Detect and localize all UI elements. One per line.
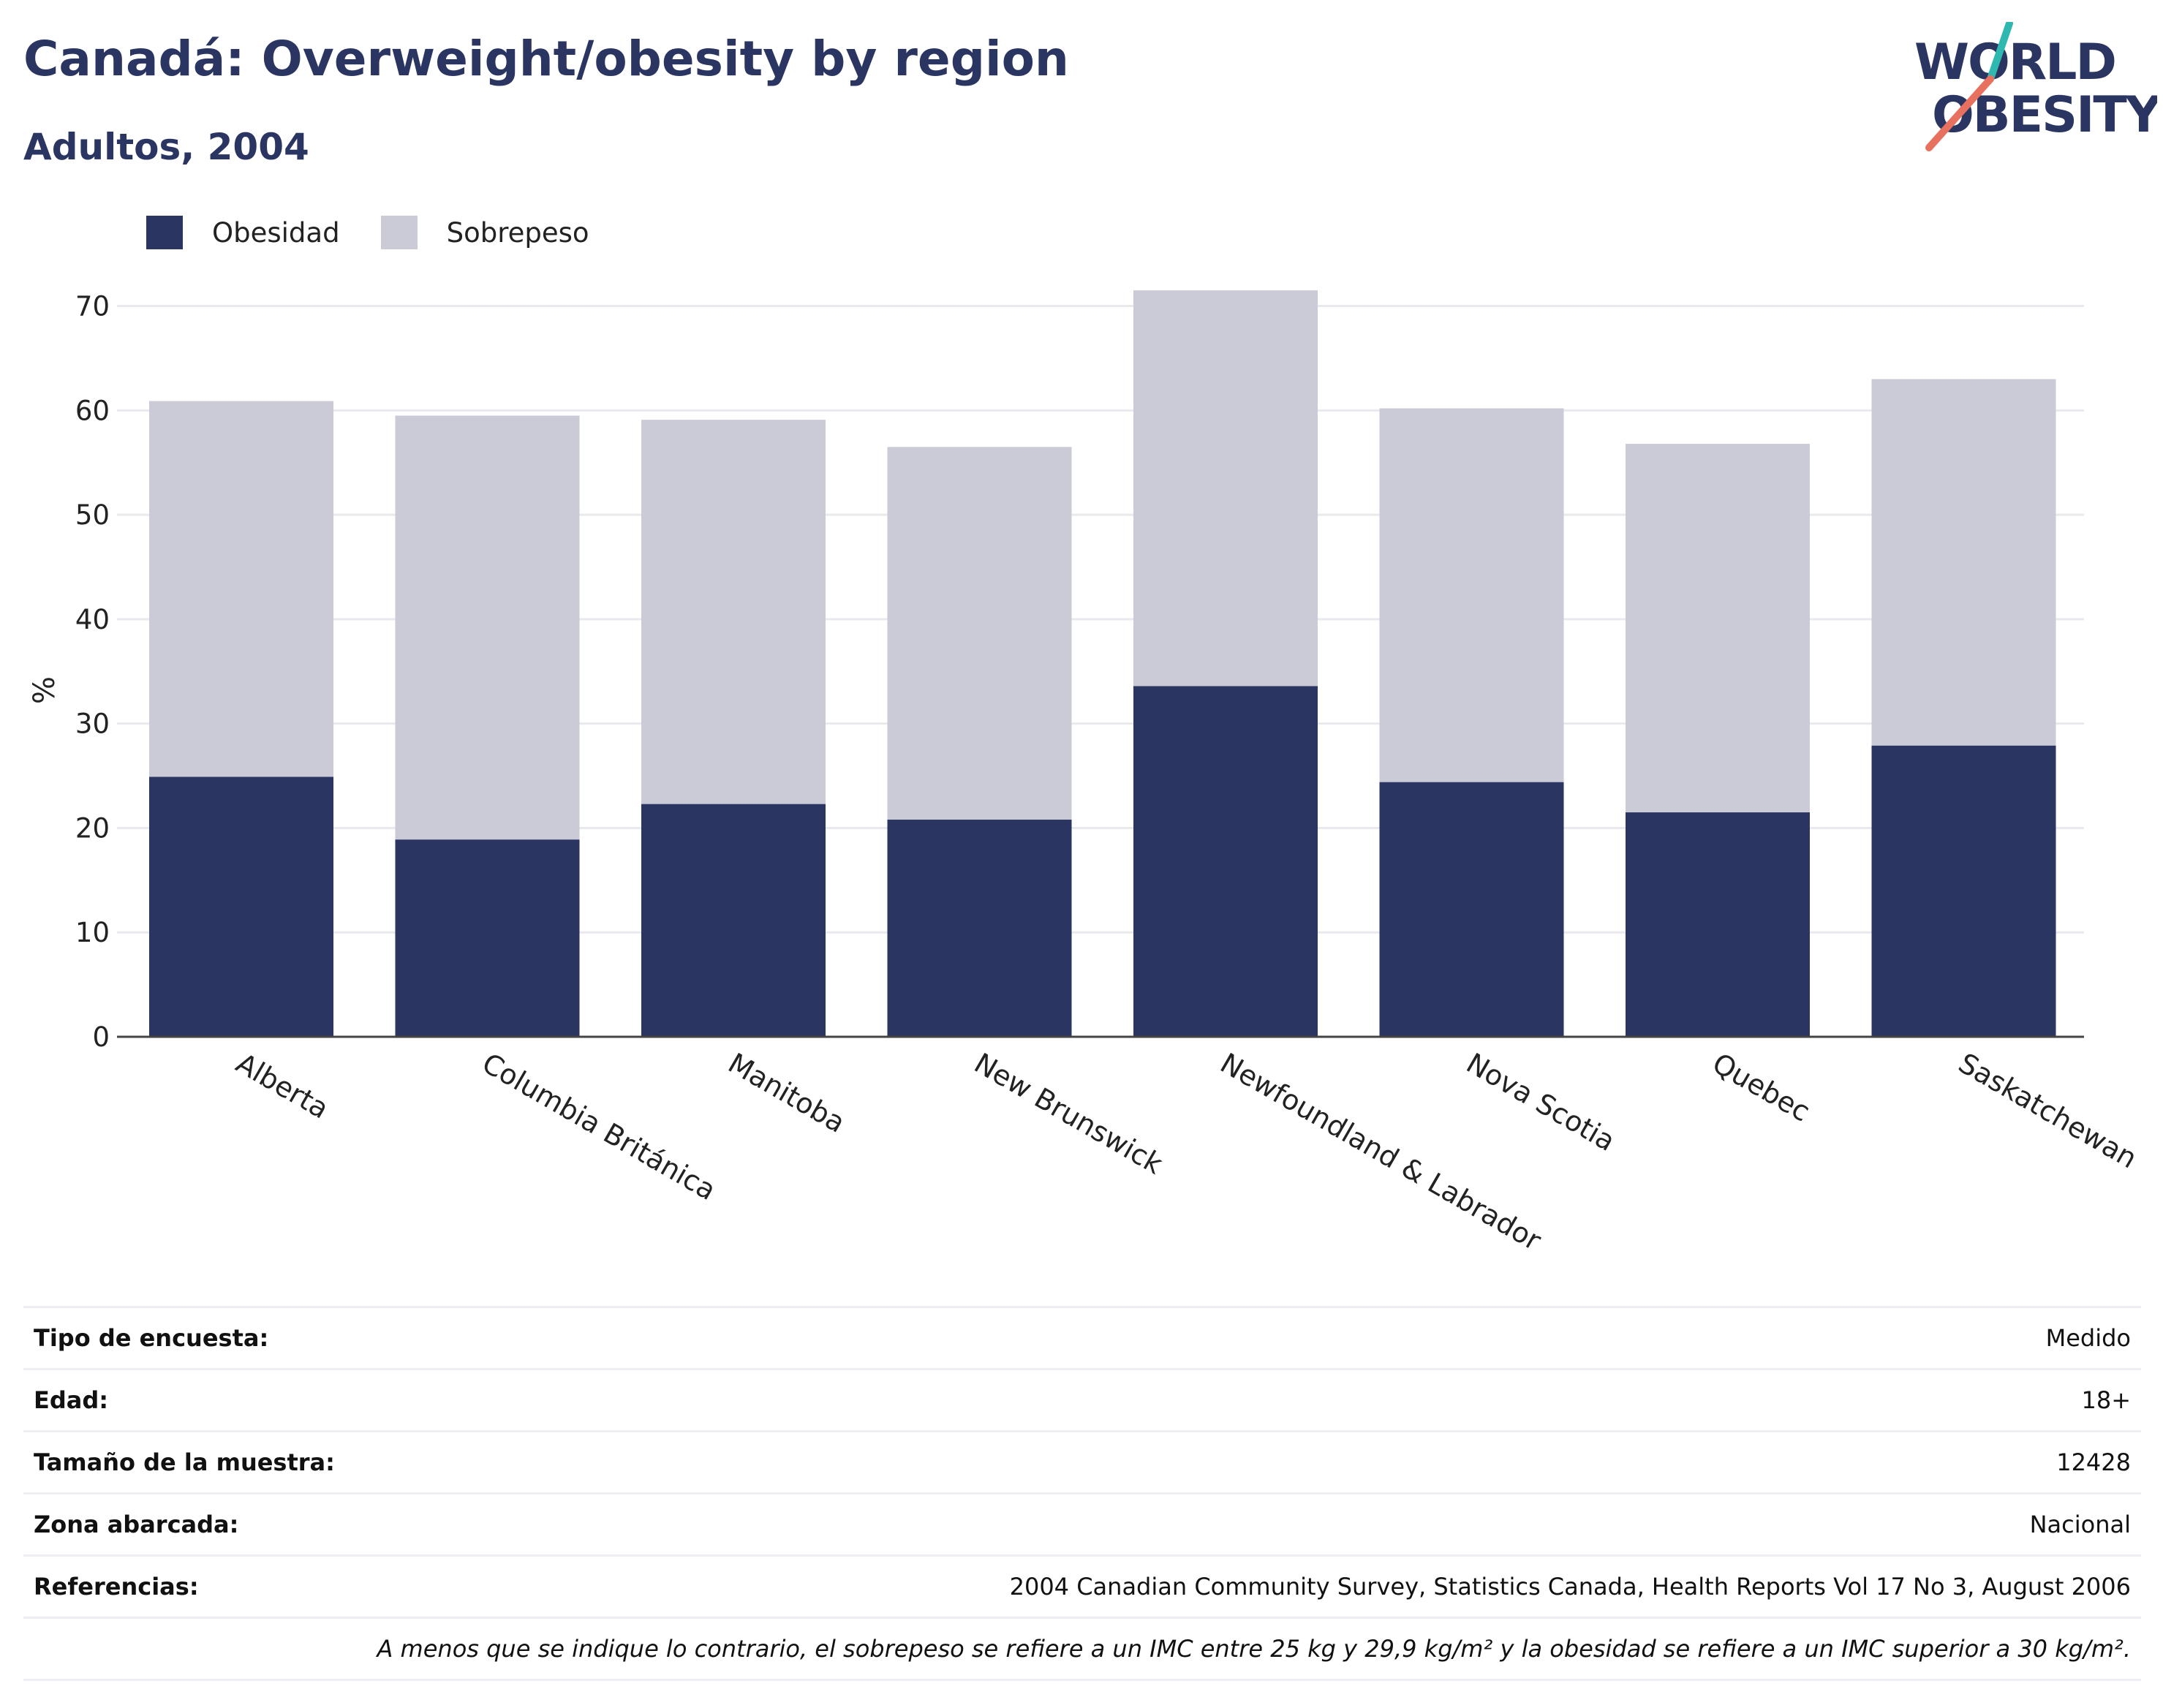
info-label: Referencias: bbox=[34, 1573, 199, 1601]
info-label: Edad: bbox=[34, 1386, 109, 1414]
bar-obesidad bbox=[149, 776, 333, 1037]
bar-obesidad bbox=[641, 804, 826, 1037]
info-label: Zona abarcada: bbox=[34, 1511, 239, 1538]
info-row-references: Referencias: 2004 Canadian Community Sur… bbox=[23, 1554, 2141, 1617]
bar-sobrepeso bbox=[1133, 290, 1318, 687]
y-tick-label: 40 bbox=[75, 604, 110, 635]
bar-sobrepeso bbox=[395, 415, 580, 840]
chart-legend: Obesidad Sobrepeso bbox=[146, 216, 630, 249]
bar-sobrepeso bbox=[1626, 444, 1810, 813]
bar-obesidad bbox=[1871, 745, 2056, 1037]
bar-obesidad bbox=[887, 820, 1072, 1037]
legend-item-sobrepeso[interactable]: Sobrepeso bbox=[380, 216, 589, 249]
info-value: Medido bbox=[2045, 1324, 2131, 1352]
logo-text-world: WORLD bbox=[1914, 34, 2115, 91]
x-tick-label: Alberta bbox=[231, 1047, 334, 1125]
x-tick-label: Manitoba bbox=[723, 1047, 851, 1139]
x-tick-label: Saskatchewan bbox=[1953, 1047, 2143, 1175]
info-row-sample-size: Tamaño de la muestra: 12428 bbox=[23, 1430, 2141, 1492]
info-value: Nacional bbox=[2029, 1511, 2131, 1538]
y-tick-label: 60 bbox=[75, 395, 110, 426]
info-value: 18+ bbox=[2081, 1386, 2131, 1414]
legend-label-obesidad: Obesidad bbox=[212, 216, 340, 249]
legend-swatch-obesidad bbox=[146, 216, 183, 249]
x-tick-label: New Brunswick bbox=[969, 1047, 1168, 1181]
bar-sobrepeso bbox=[641, 420, 826, 804]
info-label: Tamaño de la muestra: bbox=[34, 1448, 335, 1476]
stacked-bar-chart: 0 10 20 30 40 50 60 70% Alberta Columbia Británic… bbox=[28, 290, 2143, 1257]
logo-slash-teal bbox=[1987, 22, 2013, 83]
info-label: Tipo de encuesta: bbox=[34, 1324, 269, 1352]
info-row-note: A menos que se indique lo contrario, el … bbox=[23, 1617, 2141, 1681]
logo-slash-coral bbox=[1925, 75, 1994, 151]
x-tick-label: Quebec bbox=[1707, 1047, 1816, 1128]
bar-obesidad bbox=[395, 839, 580, 1037]
chart-subtitle: Adultos, 2004 bbox=[23, 126, 309, 168]
y-tick-label: 50 bbox=[75, 499, 110, 531]
y-tick-label: 30 bbox=[75, 708, 110, 740]
chart-title: Canadá: Overweight/obesity by region bbox=[23, 31, 1069, 87]
logo-text-obesity: OBESITY bbox=[1932, 86, 2157, 144]
definition-note: A menos que se indique lo contrario, el … bbox=[377, 1635, 2131, 1663]
info-value: 12428 bbox=[2056, 1448, 2131, 1476]
x-tick-label: Columbia Británica bbox=[477, 1047, 721, 1206]
legend-swatch-sobrepeso bbox=[380, 216, 418, 249]
bar-obesidad bbox=[1626, 812, 1810, 1037]
bar-sobrepeso bbox=[887, 447, 1072, 820]
info-row-survey-type: Tipo de encuesta: Medido bbox=[23, 1306, 2141, 1368]
info-row-area: Zona abarcada: Nacional bbox=[23, 1492, 2141, 1554]
y-tick-label: 70 bbox=[75, 291, 110, 322]
survey-info-table: Tipo de encuesta: Medido Edad: 18+ Tamañ… bbox=[23, 1306, 2141, 1681]
x-tick-label: Nova Scotia bbox=[1461, 1047, 1620, 1157]
info-value: 2004 Canadian Community Survey, Statisti… bbox=[1009, 1573, 2131, 1601]
legend-item-obesidad[interactable]: Obesidad bbox=[146, 216, 340, 249]
bar-sobrepeso bbox=[149, 401, 333, 777]
bar-sobrepeso bbox=[1379, 408, 1564, 782]
bar-obesidad bbox=[1133, 686, 1318, 1037]
legend-label-sobrepeso: Sobrepeso bbox=[446, 216, 589, 249]
y-axis-label: % bbox=[28, 676, 61, 704]
bar-sobrepeso bbox=[1871, 379, 2056, 746]
world-obesity-logo: WORLD OBESITY bbox=[1914, 22, 2157, 151]
y-tick-label: 20 bbox=[75, 812, 110, 844]
bar-obesidad bbox=[1379, 782, 1564, 1037]
y-tick-label: 10 bbox=[75, 917, 110, 948]
info-row-age: Edad: 18+ bbox=[23, 1368, 2141, 1430]
y-tick-label: 0 bbox=[92, 1021, 110, 1053]
